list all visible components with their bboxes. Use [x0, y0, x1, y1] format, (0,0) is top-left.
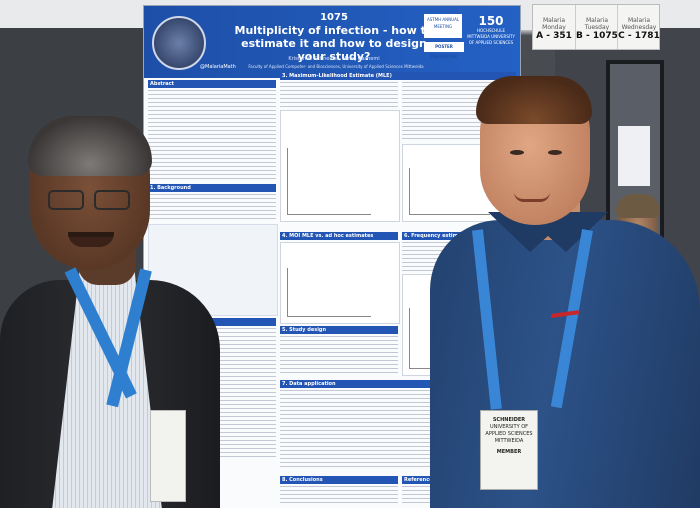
section-background: 1. Background — [148, 184, 276, 192]
name-badge: SCHNEIDER UNIVERSITY OF APPLIED SCIENCES… — [480, 410, 538, 490]
sign-code: B - 1075 — [576, 31, 618, 41]
sign-cell-tuesday: Malaria Tuesday B - 1075 — [575, 5, 618, 49]
badge-name: SCHNEIDER — [492, 417, 526, 423]
university-logo: 150 HOCHSCHULE MITTWEIDA UNIVERSITY OF A… — [466, 14, 516, 54]
sign-cell-wednesday: Malaria Wednesday C - 1781 — [617, 5, 660, 49]
gray-hair — [28, 116, 152, 176]
poster-authors: Kristan A. Schneider, Meraj Hashemi — [288, 56, 380, 62]
mle-text — [280, 82, 398, 108]
poster-number: 1075 — [320, 12, 348, 23]
section-mle-vs: 4. MOI MLE vs. ad hoc estimates — [280, 232, 398, 240]
poster-title: Multiplicity of infection - how to estim… — [234, 24, 434, 63]
section-mle: 3. Maximum-Likelihood Estimate (MLE) — [280, 72, 516, 80]
badge-org: UNIVERSITY OF APPLIED SCIENCES MITTWEIDA — [485, 424, 533, 444]
poster-affiliation: Faculty of Applied Computer- and Bioscie… — [248, 64, 424, 69]
smile — [514, 192, 550, 202]
glasses — [48, 190, 134, 210]
seagull-logo-icon — [550, 310, 582, 332]
twitter-handle: @MalariaMath — [200, 64, 236, 70]
university-number: 150 — [478, 14, 504, 28]
sign-day: Malaria Monday — [542, 17, 566, 31]
sign-day: Malaria Tuesday — [584, 17, 610, 31]
sign-cell-monday: Malaria Monday A - 351 — [533, 5, 575, 49]
university-name: HOCHSCHULE MITTWEIDA UNIVERSITY OF APPLI… — [467, 28, 515, 45]
poster-header: 1075 Multiplicity of infection - how to … — [144, 6, 520, 78]
person-right: SCHNEIDER UNIVERSITY OF APPLIED SCIENCES… — [430, 76, 700, 508]
meeting-badge: ASTMH ANNUAL MEETING — [424, 14, 462, 38]
smile — [68, 232, 114, 247]
adjacent-poster-sheet — [618, 126, 650, 186]
person-left — [0, 116, 230, 508]
section-study-design: 5. Study design — [280, 326, 398, 334]
name-badge — [150, 410, 186, 502]
sign-code: A - 351 — [536, 31, 572, 41]
eye — [510, 150, 524, 155]
background-text — [148, 194, 276, 222]
section-application: 7. Data application — [280, 380, 516, 388]
background-person-hair — [616, 194, 660, 218]
presenter-badge: POSTER PRESENTER — [424, 42, 464, 59]
mle-vs-plot — [280, 242, 400, 324]
section-abstract: Abstract — [148, 80, 276, 88]
brown-hair — [476, 76, 592, 124]
abstract-text — [148, 90, 276, 180]
badge-role: MEMBER — [496, 449, 522, 455]
sign-code: C - 1781 — [618, 31, 660, 41]
study-design-text — [280, 336, 398, 376]
conclusions-text — [280, 486, 398, 506]
mosquito-logo-icon — [152, 16, 206, 70]
mle-plot — [280, 110, 400, 222]
section-conclusions: 8. Conclusions — [280, 476, 398, 484]
session-sign: Malaria Monday A - 351 Malaria Tuesday B… — [532, 4, 660, 50]
sign-day: Malaria Wednesday — [621, 17, 657, 31]
eye — [548, 150, 562, 155]
